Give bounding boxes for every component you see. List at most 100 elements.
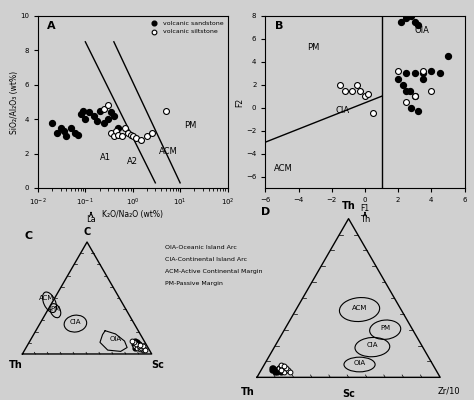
Point: [268, 367, 275, 373]
Point: [286, 369, 294, 375]
Text: D: D: [262, 207, 271, 217]
volcanic siltstone: [110, 133, 118, 140]
Point: [135, 343, 143, 350]
Point: [419, 76, 427, 82]
Text: PM-Passive Margin: PM-Passive Margin: [164, 282, 222, 286]
Text: OIA: OIA: [109, 336, 121, 342]
Point: [419, 68, 427, 74]
volcanic sandstone: [107, 109, 115, 116]
Text: CIA: CIA: [366, 342, 378, 348]
Legend: volcanic sandstone, volcanic siltstone: volcanic sandstone, volcanic siltstone: [147, 19, 224, 36]
Point: [370, 110, 377, 117]
Point: [281, 363, 288, 370]
volcanic sandstone: [115, 125, 122, 131]
Point: [273, 367, 281, 373]
Text: Th: Th: [9, 360, 23, 370]
Point: [414, 22, 422, 28]
Point: [132, 343, 140, 350]
Point: [137, 344, 145, 351]
Text: Zr/10: Zr/10: [438, 386, 461, 396]
Point: [361, 93, 369, 100]
Text: OIA-Oceanic Island Arc: OIA-Oceanic Island Arc: [164, 245, 237, 250]
Point: [132, 340, 140, 347]
Text: Th: Th: [360, 212, 370, 224]
volcanic sandstone: [100, 120, 108, 126]
volcanic sandstone: [94, 118, 101, 124]
Point: [341, 87, 349, 94]
volcanic sandstone: [57, 125, 64, 131]
volcanic sandstone: [110, 112, 118, 119]
Point: [139, 343, 146, 350]
Point: [277, 367, 284, 373]
Point: [444, 53, 452, 59]
Point: [428, 87, 435, 94]
Text: Th: Th: [342, 201, 356, 211]
volcanic sandstone: [79, 108, 87, 114]
X-axis label: F1: F1: [360, 204, 370, 214]
volcanic sandstone: [71, 130, 79, 136]
Point: [134, 344, 141, 351]
volcanic siltstone: [143, 133, 151, 140]
Point: [141, 347, 149, 353]
Point: [135, 340, 143, 347]
Point: [136, 346, 144, 352]
volcanic sandstone: [48, 120, 56, 126]
volcanic sandstone: [82, 116, 89, 122]
volcanic sandstone: [96, 108, 103, 114]
Point: [356, 87, 364, 94]
Text: A: A: [47, 21, 56, 31]
Point: [277, 369, 284, 375]
Text: OIA: OIA: [415, 26, 429, 35]
volcanic siltstone: [122, 125, 129, 131]
Point: [394, 76, 402, 82]
Text: ACM-Active Continental Margin: ACM-Active Continental Margin: [164, 269, 262, 274]
Point: [131, 344, 139, 351]
Point: [403, 15, 410, 22]
Point: [403, 70, 410, 76]
Text: ACM: ACM: [39, 295, 55, 301]
Point: [398, 18, 405, 25]
Point: [419, 70, 427, 76]
Point: [139, 347, 146, 353]
volcanic siltstone: [148, 130, 155, 136]
volcanic siltstone: [115, 132, 122, 138]
Text: La: La: [86, 212, 96, 224]
volcanic sandstone: [63, 133, 70, 140]
Point: [406, 87, 413, 94]
volcanic siltstone: [112, 128, 120, 134]
Text: Th: Th: [241, 386, 255, 396]
Text: A1: A1: [100, 154, 110, 162]
Point: [353, 82, 360, 88]
Point: [131, 338, 139, 344]
Point: [134, 339, 141, 346]
Point: [128, 338, 136, 344]
Text: A2: A2: [127, 157, 138, 166]
Text: Sc: Sc: [342, 389, 355, 399]
Point: [284, 367, 292, 373]
Text: C: C: [25, 231, 33, 241]
Text: PM: PM: [184, 121, 196, 130]
Point: [131, 343, 139, 350]
volcanic siltstone: [104, 102, 112, 109]
Point: [428, 68, 435, 74]
Y-axis label: SiO₂/Al₂O₃ (wt%): SiO₂/Al₂O₃ (wt%): [9, 70, 18, 134]
Point: [394, 68, 402, 74]
Point: [411, 93, 419, 100]
volcanic siltstone: [137, 137, 145, 143]
Point: [279, 367, 286, 373]
volcanic siltstone: [118, 133, 126, 140]
Text: ACM: ACM: [158, 146, 177, 156]
volcanic sandstone: [67, 125, 75, 131]
X-axis label: K₂O/Na₂O (wt%): K₂O/Na₂O (wt%): [102, 210, 163, 219]
volcanic siltstone: [100, 106, 108, 112]
volcanic siltstone: [162, 108, 170, 114]
Point: [275, 365, 283, 371]
Point: [337, 82, 344, 88]
Point: [275, 365, 283, 371]
Point: [268, 365, 275, 371]
volcanic sandstone: [90, 112, 98, 119]
volcanic siltstone: [129, 133, 137, 140]
Point: [411, 70, 419, 76]
Point: [403, 99, 410, 105]
Text: PM: PM: [380, 325, 390, 331]
